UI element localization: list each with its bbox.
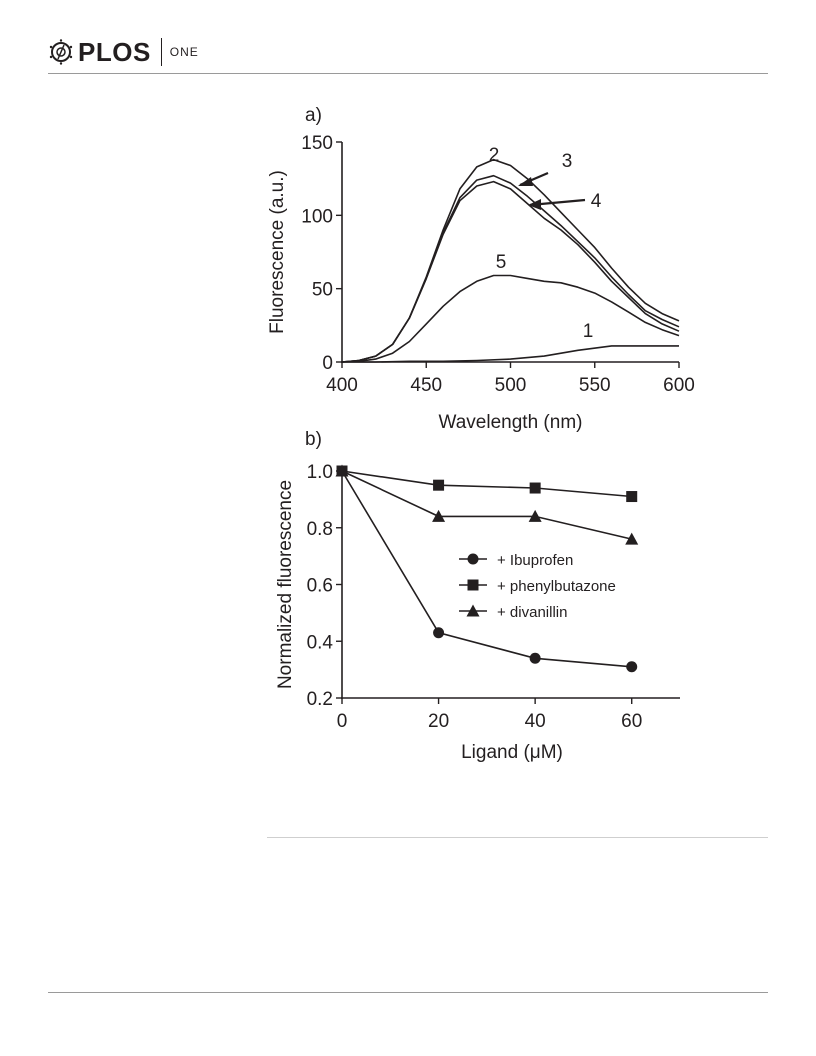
panel-a: a) 400 450 500 550 600 0 50 100 150 Wavelength (nm… [267, 105, 695, 433]
panel-b-label: b) [305, 429, 322, 450]
x-tick-label: 450 [410, 375, 442, 396]
header-rule [48, 73, 768, 74]
logo-divider [160, 38, 162, 66]
curve-number-label: 3 [562, 151, 573, 172]
y-axis-title: Normalized fluorescence [275, 480, 296, 689]
data-point-square [529, 482, 541, 494]
journal-subname: ONE [169, 45, 199, 59]
curve-number-label: 4 [591, 191, 602, 212]
series-line-square [341, 470, 632, 498]
data-point-triangle [335, 464, 349, 477]
y-tick-label: 50 [312, 280, 333, 301]
x-axis-title: Ligand (μM) [461, 742, 563, 763]
journal-header: PLOS ONE [48, 30, 199, 74]
legend-label: + Ibuprofen [497, 552, 573, 569]
y-tick-label: 1.0 [307, 462, 333, 483]
curve-number-label: 1 [583, 321, 594, 342]
x-axis-title: Wavelength (nm) [439, 412, 583, 433]
data-point-square [626, 491, 638, 503]
data-point-triangle [528, 509, 542, 522]
data-point-circle [529, 652, 541, 664]
curve-number-label: 2 [489, 145, 500, 166]
arrow-head-curve-3 [518, 177, 533, 186]
panel-a-label: a) [305, 105, 322, 126]
legend-label: + phenylbutazone [497, 578, 616, 595]
y-tick-label: 0.2 [307, 689, 333, 710]
y-tick-label: 0.6 [307, 576, 333, 597]
x-tick-label: 20 [428, 711, 449, 732]
data-point-circle [626, 661, 638, 673]
series-line-triangle [341, 470, 632, 540]
curve-number-label: 5 [496, 252, 507, 273]
footer-rule [48, 992, 768, 993]
series-line-circle [341, 470, 632, 668]
arrow-head-curve-4 [528, 199, 541, 210]
legend-marker-square [467, 579, 479, 591]
x-tick-label: 400 [326, 375, 358, 396]
y-tick-label: 100 [301, 206, 333, 227]
y-axis-title: Fluorescence (a.u.) [267, 170, 288, 334]
x-tick-label: 60 [621, 711, 642, 732]
spectrum-curve-3 [341, 174, 680, 363]
spectrum-curve-5 [341, 274, 680, 363]
x-tick-label: 600 [663, 375, 695, 396]
spectrum-curve-4 [341, 180, 680, 363]
x-tick-label: 500 [495, 375, 527, 396]
y-tick-label: 0.4 [307, 632, 334, 653]
y-tick-label: 0 [322, 353, 333, 374]
x-tick-label: 550 [579, 375, 611, 396]
figure-end-rule [267, 837, 768, 838]
x-tick-label: 40 [525, 711, 546, 732]
data-point-triangle [432, 509, 446, 522]
legend-label: + divanillin [497, 604, 567, 621]
journal-name: PLOS [78, 36, 151, 67]
plos-logo-icon [49, 39, 73, 65]
legend-marker-triangle [466, 604, 480, 617]
data-point-circle [433, 627, 445, 639]
y-tick-label: 150 [301, 133, 333, 154]
x-tick-label: 0 [337, 711, 348, 732]
y-tick-label: 0.8 [307, 519, 333, 540]
data-point-triangle [625, 532, 639, 545]
data-point-square [433, 479, 445, 491]
legend-marker-circle [467, 553, 479, 565]
panel-b: b) 0 20 40 60 0.2 0.4 0.6 0.8 1.0 Ligand (μM) Norma… [275, 429, 680, 763]
spectrum-curve-1 [342, 345, 679, 363]
